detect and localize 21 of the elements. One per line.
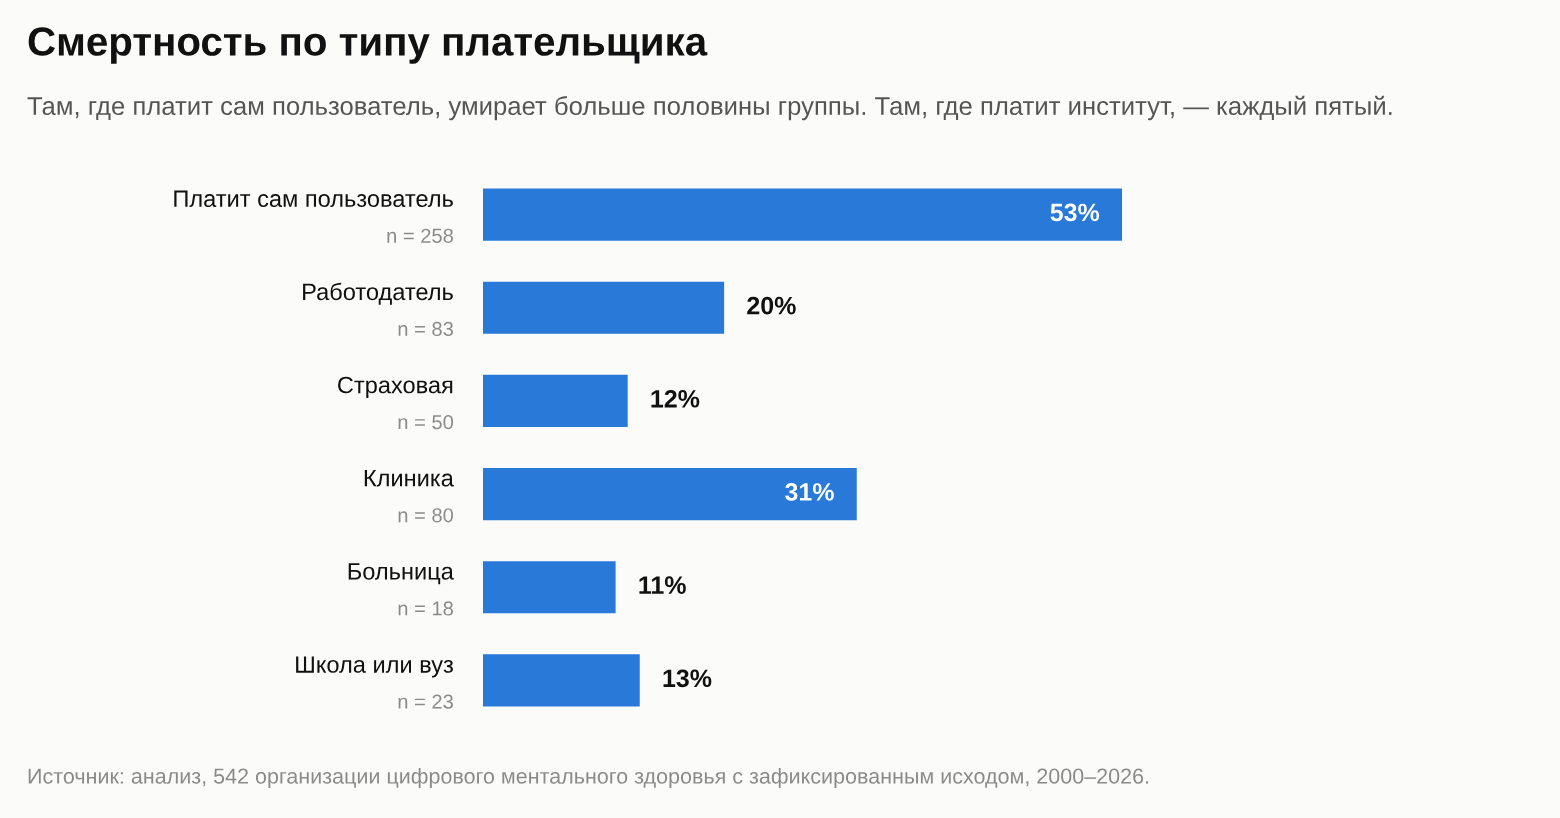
bar <box>483 561 616 614</box>
data-label: 11% <box>639 576 686 594</box>
data-label: 53% <box>1050 203 1100 222</box>
bar <box>483 374 628 427</box>
y-tick-label: Работодатель n = 83 <box>303 282 453 337</box>
text: Источник: анализ, 542 организации цифрового ментального здоровья с зафиксированным исходом, 2000–2026. <box>28 767 1149 789</box>
bar <box>483 468 857 521</box>
bar <box>483 654 640 707</box>
data-label: 20% <box>747 296 796 315</box>
y-tick-label: Больница n = 18 <box>348 563 454 616</box>
bar <box>483 281 725 334</box>
bar <box>483 188 1122 241</box>
data-label: 31% <box>785 483 834 501</box>
y-tick-label: Платит сам пользователь n = 258 <box>174 190 453 243</box>
y-tick-label: Школа или вуз n = 23 <box>296 656 453 709</box>
y-tick-label: Страховая n = 50 <box>338 376 454 430</box>
data-label: 13% <box>663 669 712 688</box>
chart-subtitle: Там, где платит сам пользователь, умирает больше половины группы. Там, где платит институт, — каждый пятый. <box>27 95 1392 121</box>
chart-title: Смертность по типу плательщика <box>28 27 708 64</box>
data-label: 12% <box>651 389 700 408</box>
y-tick-label: Клиника n = 80 <box>364 470 454 523</box>
